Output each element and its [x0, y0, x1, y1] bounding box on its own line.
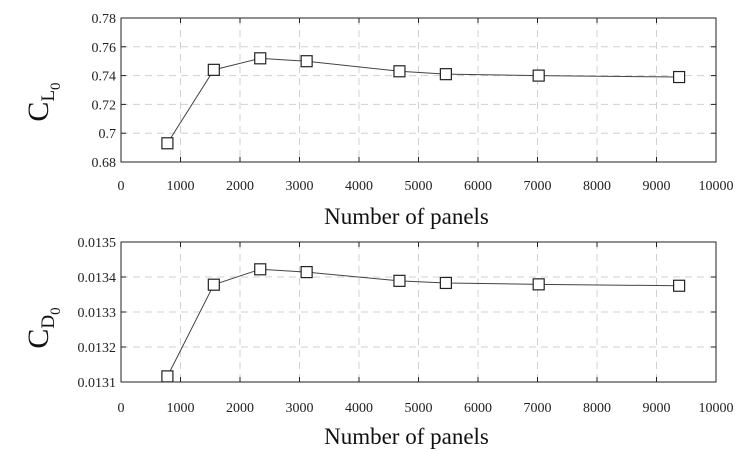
data-point: [207, 63, 220, 76]
data-point: [673, 279, 686, 292]
data-point: [532, 69, 545, 82]
x-tick-label: 10000: [699, 401, 734, 416]
x-tick-label: 6000: [464, 179, 492, 194]
series-line: [166, 57, 680, 144]
x-tick-label: 3000: [286, 179, 314, 194]
data-point: [161, 370, 174, 383]
y-axis-label: CD0: [22, 307, 64, 348]
data-point: [393, 274, 406, 287]
x-axis-label: Number of panels: [324, 424, 489, 449]
x-tick-label: 9000: [643, 179, 671, 194]
data-point: [532, 278, 545, 291]
x-tick-label: 0: [118, 179, 125, 194]
chart-cl0: 0 1000 2000 3000 4000 5000 6000 7000 8000 9000 100…: [22, 12, 734, 229]
data-point: [300, 266, 313, 279]
y-tick-label: 0.78: [92, 12, 117, 27]
data-point: [300, 55, 313, 68]
data-point: [439, 276, 452, 290]
series-line: [166, 268, 680, 377]
y-tick-label: 0.0135: [78, 236, 117, 251]
x-tick-label: 1000: [167, 401, 195, 416]
y-tick-label: 0.68: [92, 156, 117, 171]
x-tick-label: 1000: [167, 179, 195, 194]
x-axis-label: Number of panels: [324, 204, 489, 229]
data-point: [254, 52, 267, 65]
x-tick-label: 5000: [405, 401, 433, 416]
x-tick-label: 10000: [699, 179, 734, 194]
x-tick-label: 4000: [345, 179, 373, 194]
x-tick-label: 7000: [524, 401, 552, 416]
data-point: [161, 137, 174, 150]
y-tick-label: 0.7: [99, 127, 117, 142]
data-point: [673, 70, 686, 84]
y-tick-label: 0.0131: [78, 376, 117, 391]
x-tick-label: 0: [118, 401, 125, 416]
x-tick-label: 4000: [345, 401, 373, 416]
y-tick-label: 0.74: [92, 70, 117, 85]
data-point: [439, 68, 452, 81]
y-tick-label: 0.0132: [78, 341, 117, 356]
y-tick-label: 0.0134: [78, 271, 117, 286]
x-tick-label: 2000: [226, 179, 254, 194]
y-tick-label: 0.0133: [78, 306, 117, 321]
data-point: [393, 65, 406, 78]
x-tick-label: 2000: [226, 401, 254, 416]
y-axis-label: CL0: [22, 82, 64, 121]
y-tick-label: 0.76: [92, 41, 117, 56]
x-tick-label: 5000: [405, 179, 433, 194]
chart-cd0: 0 1000 2000 3000 4000 5000 6000 7000 8000 9000 100…: [22, 236, 734, 449]
x-tick-label: 9000: [643, 401, 671, 416]
x-tick-label: 3000: [286, 401, 314, 416]
x-tick-label: 8000: [583, 179, 611, 194]
data-point: [207, 278, 220, 291]
data-point: [254, 263, 267, 276]
x-tick-label: 7000: [524, 179, 552, 194]
x-tick-label: 6000: [464, 401, 492, 416]
x-tick-label: 8000: [583, 401, 611, 416]
y-tick-label: 0.72: [92, 98, 117, 113]
